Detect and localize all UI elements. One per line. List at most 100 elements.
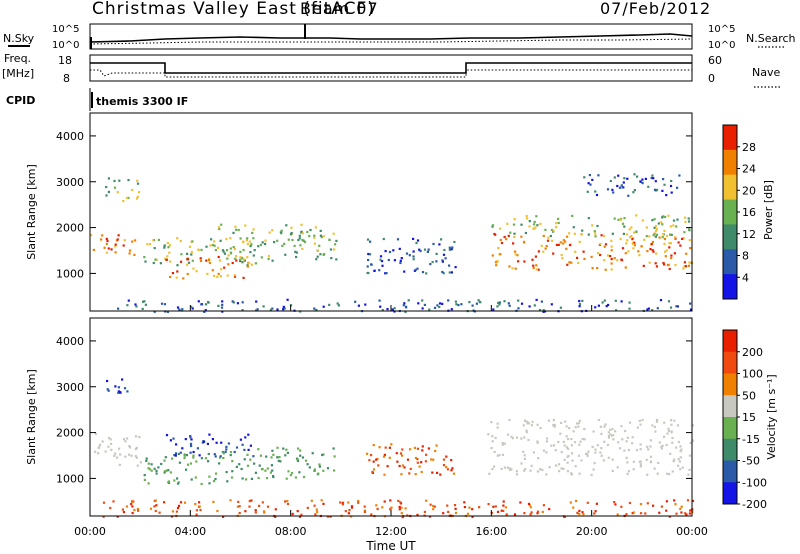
echo-cell [688, 454, 692, 457]
echo-cell [426, 250, 429, 253]
echo-cell [523, 436, 526, 439]
echo-cell [523, 469, 526, 472]
echo-cell [173, 454, 176, 457]
echo-cell [211, 269, 214, 272]
echo-cell [553, 425, 556, 428]
echo-cell [182, 277, 185, 280]
echo-cell [559, 432, 562, 435]
echo-cell [648, 235, 651, 238]
echo-cell [231, 470, 234, 473]
colorbar-swatch [723, 395, 737, 418]
echo-cell [687, 220, 691, 223]
echo-cell [617, 441, 620, 444]
echo-cell [113, 179, 116, 183]
echo-cell [114, 243, 117, 246]
echo-cell [438, 305, 441, 309]
echo-cell [609, 255, 612, 258]
echo-cell [302, 239, 305, 242]
echo-cell [267, 254, 271, 258]
echo-cell [555, 464, 558, 467]
echo-cell [569, 501, 572, 504]
echo-cell [186, 257, 190, 260]
echo-cell [239, 438, 242, 441]
echo-cell [131, 505, 134, 508]
x-tick-label: 16:00 [475, 525, 507, 538]
echo-cell [318, 465, 321, 468]
echo-cell [416, 447, 419, 450]
echo-cell [542, 309, 545, 312]
echo-cell [434, 449, 437, 453]
echo-cell [606, 443, 610, 446]
echo-cell [454, 507, 457, 510]
echo-cell [381, 264, 384, 267]
echo-cell [255, 309, 258, 312]
echo-cell [593, 512, 596, 515]
echo-cell [238, 463, 241, 466]
echo-cell [429, 263, 432, 266]
echo-cell [157, 466, 160, 469]
echo-cell [308, 234, 311, 238]
echo-cell [627, 449, 631, 452]
echo-cell [562, 467, 565, 470]
echo-cell [665, 509, 668, 512]
echo-cell [563, 458, 566, 461]
echo-cell [545, 451, 548, 454]
echo-cell [622, 232, 625, 235]
echo-cell [400, 473, 403, 476]
echo-cell [498, 454, 501, 457]
echo-cell [135, 456, 138, 459]
echo-cell [344, 510, 347, 513]
x-tick-label: 12:00 [375, 525, 407, 538]
echo-cell [649, 460, 653, 463]
echo-cell [287, 238, 290, 241]
echo-cell [503, 466, 506, 469]
echo-cell [654, 230, 658, 233]
echo-cell [262, 305, 265, 308]
echo-cell [299, 449, 302, 452]
echo-cell [301, 247, 304, 250]
echo-cell [116, 515, 119, 518]
echo-cell [153, 467, 156, 470]
echo-cell [176, 507, 180, 510]
echo-cell [523, 260, 526, 263]
echo-cell [680, 505, 683, 508]
echo-cell [530, 424, 534, 427]
echo-cell [176, 264, 179, 267]
echo-cell [497, 247, 500, 250]
colorbar-swatch [723, 274, 737, 300]
echo-cell [674, 237, 677, 240]
echo-cell [611, 469, 614, 472]
echo-cell [591, 224, 594, 227]
echo-cell [687, 228, 691, 231]
echo-cell [537, 250, 540, 253]
echo-cell [235, 446, 239, 449]
colorbar-tick-label: 15 [742, 411, 756, 424]
echo-cell [541, 468, 544, 471]
echo-cell [568, 232, 571, 235]
echo-cell [623, 177, 626, 180]
echo-cell [290, 226, 293, 229]
echo-cell [617, 174, 620, 177]
echo-cell [553, 444, 556, 447]
echo-cell [550, 444, 553, 447]
echo-cell [552, 419, 555, 422]
echo-cell [388, 250, 392, 254]
echo-cell [271, 307, 274, 310]
echo-cell [574, 441, 577, 444]
echo-cell [531, 420, 534, 423]
echo-cell [219, 455, 222, 458]
echo-cell [315, 258, 318, 261]
echo-cell [500, 467, 503, 470]
echo-cell [244, 436, 247, 439]
echo-cell [302, 475, 306, 479]
echo-cell [291, 238, 294, 242]
echo-cell [378, 446, 381, 449]
echo-cell [669, 452, 672, 455]
echo-cell [401, 464, 404, 467]
echo-cell [261, 468, 264, 471]
echo-cell [532, 264, 535, 267]
echo-cell [501, 443, 504, 446]
echo-cell [471, 304, 474, 307]
echo-cell [450, 271, 453, 274]
echo-cell [610, 268, 613, 271]
